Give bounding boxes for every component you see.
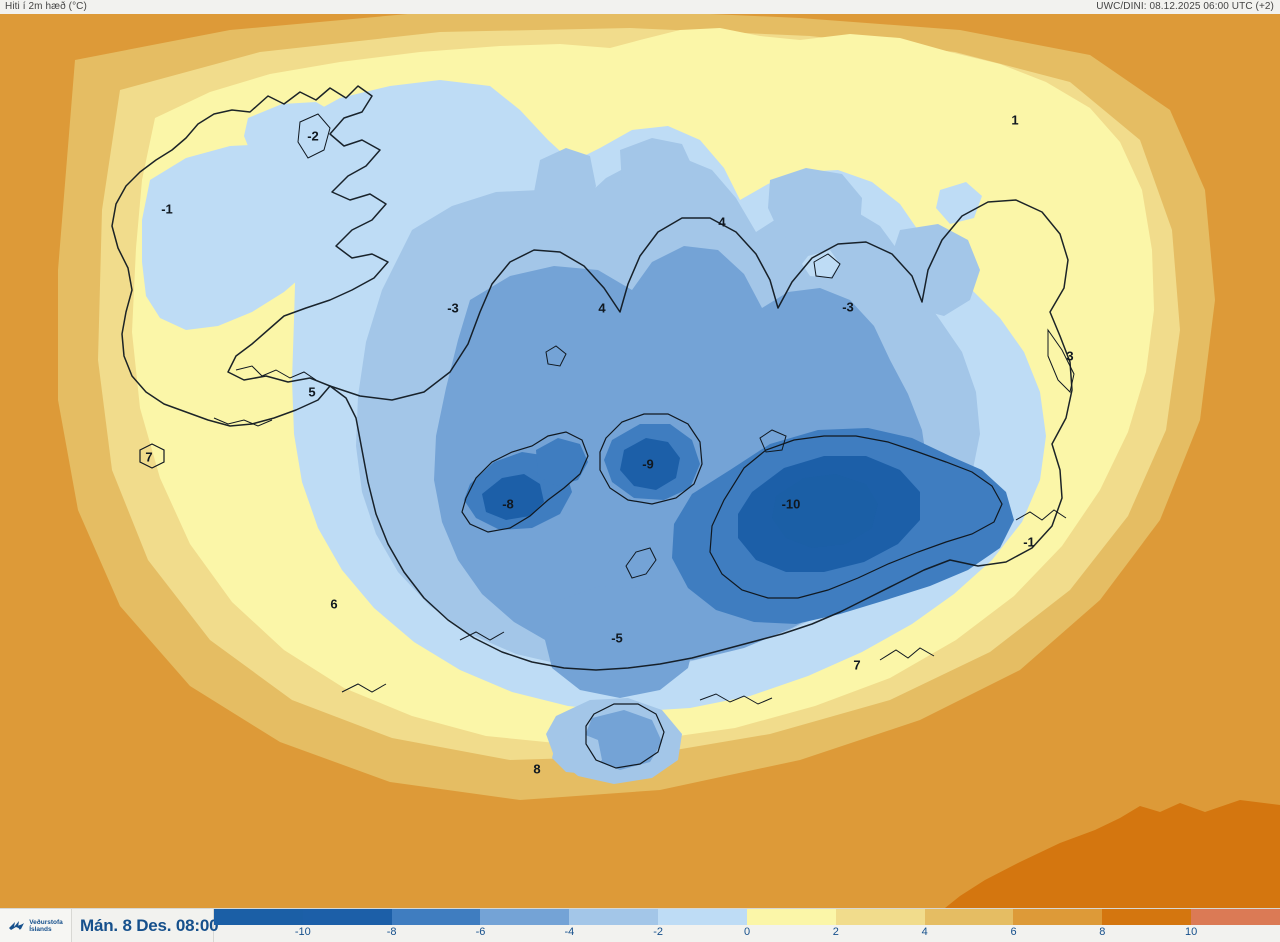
temperature-map[interactable]: -2 -1 4 1 -3 4 -3 3 5 7 -9 -8 -10 -1 6 -… xyxy=(0,0,1280,908)
region-m10tom8-lang xyxy=(482,474,544,520)
legend-swatch xyxy=(658,909,747,925)
contour-label: 5 xyxy=(308,384,316,400)
legend-tick-label: 6 xyxy=(1010,926,1017,938)
glacier-outline-myrdalsjokull xyxy=(585,703,665,769)
contour-label: -1 xyxy=(161,201,173,217)
region-m4tom2-s2 xyxy=(552,732,602,774)
logo-text-line2: Íslands xyxy=(29,926,52,933)
contour-label: -9 xyxy=(642,456,654,472)
region-m4tom2-n xyxy=(534,148,596,230)
legend-ticks: -10 -8 -6 -4 -2 0 2 4 6 8 10 xyxy=(214,925,1280,942)
legend-tick-label: 2 xyxy=(832,926,839,938)
contour-label: -2 xyxy=(307,128,319,144)
region-m4tom2-n4 xyxy=(892,224,980,316)
region-m8tom6-lang2 xyxy=(536,438,588,486)
small-cold-pockets xyxy=(298,112,982,278)
vedurstofa-logo-icon xyxy=(9,921,25,930)
region-m2to0-nw xyxy=(142,144,340,330)
map-header: Hiti í 2m hæð (°C) UWC/DINI: 08.12.2025 … xyxy=(0,0,1280,14)
glacier-outline-hofsjokull xyxy=(599,413,703,505)
legend-swatch xyxy=(480,909,570,925)
contour-label: 7 xyxy=(145,449,153,465)
legend-tick-label: -4 xyxy=(564,926,575,938)
legend-tick-label: 10 xyxy=(1185,926,1198,938)
legend-tick-label: -6 xyxy=(475,926,486,938)
legend-swatch xyxy=(302,909,392,925)
logo-text-line1: Veðurstofa xyxy=(29,918,63,926)
legend-tick-label: 8 xyxy=(1099,926,1106,938)
valid-time-box: Mán. 8 Des. 08:00 xyxy=(72,909,219,942)
coast-detail xyxy=(213,365,1067,705)
inland-waters xyxy=(297,113,1075,579)
legend-swatch xyxy=(746,909,836,925)
contour-label: 4 xyxy=(598,300,606,316)
glacier-outline-vatnajokull xyxy=(709,435,1003,599)
region-m4tom2-n3 xyxy=(768,168,862,250)
contour-label: 3 xyxy=(1066,348,1074,364)
ocean-band-8to10 xyxy=(945,800,1280,908)
coastline-main xyxy=(329,199,1073,671)
contour-label: -10 xyxy=(781,496,801,512)
map-footer: Veðurstofa Íslands Mán. 8 Des. 08:00 -10… xyxy=(0,908,1280,942)
region-m6tom4-b xyxy=(544,586,696,698)
contour-label: 1 xyxy=(1011,112,1019,128)
contour-label: 8 xyxy=(533,761,541,777)
legend-swatch xyxy=(391,909,481,925)
coastline-iceland xyxy=(111,85,389,427)
region-m10tom8-hofs xyxy=(620,438,680,490)
contour-label: -3 xyxy=(447,300,459,316)
contour-label: -1 xyxy=(1023,534,1035,550)
legend-tick-label: 4 xyxy=(921,926,928,938)
contour-label: 7 xyxy=(853,657,861,673)
region-below-m10 xyxy=(772,474,878,548)
contour-label: -8 xyxy=(502,496,514,512)
vedurstofa-logo[interactable]: Veðurstofa Íslands xyxy=(0,909,72,942)
contour-label: -5 xyxy=(611,630,623,646)
legend-swatch xyxy=(1102,909,1192,925)
legend-swatch xyxy=(569,909,659,925)
region-m4tom2-n2 xyxy=(620,138,694,216)
legend-swatches xyxy=(214,909,1280,925)
glacier-outline-langjokull xyxy=(461,431,589,533)
legend-swatch xyxy=(1013,909,1103,925)
map-svg xyxy=(0,0,1280,908)
region-m6tom4-s xyxy=(584,710,662,770)
page-title: Hiti í 2m hæð (°C) xyxy=(5,1,87,12)
glacier-outline-snaefellsjokull xyxy=(139,443,165,469)
contour-label: 4 xyxy=(718,214,726,230)
legend-tick-label: -10 xyxy=(294,926,311,938)
legend-swatch xyxy=(835,909,925,925)
model-run-timestamp: UWC/DINI: 08.12.2025 06:00 UTC (+2) xyxy=(1096,1,1274,12)
contour-label: -3 xyxy=(842,299,854,315)
legend-tick-label: -8 xyxy=(386,926,397,938)
contour-label: 6 xyxy=(330,596,338,612)
legend-swatch xyxy=(214,909,303,925)
legend-tick-label: -2 xyxy=(653,926,664,938)
color-legend[interactable]: -10 -8 -6 -4 -2 0 2 4 6 8 10 xyxy=(214,909,1280,942)
legend-swatch xyxy=(924,909,1014,925)
valid-time-label: Mán. 8 Des. 08:00 xyxy=(80,915,219,935)
legend-tick-label: 0 xyxy=(743,926,751,938)
legend-swatch xyxy=(1191,909,1280,925)
